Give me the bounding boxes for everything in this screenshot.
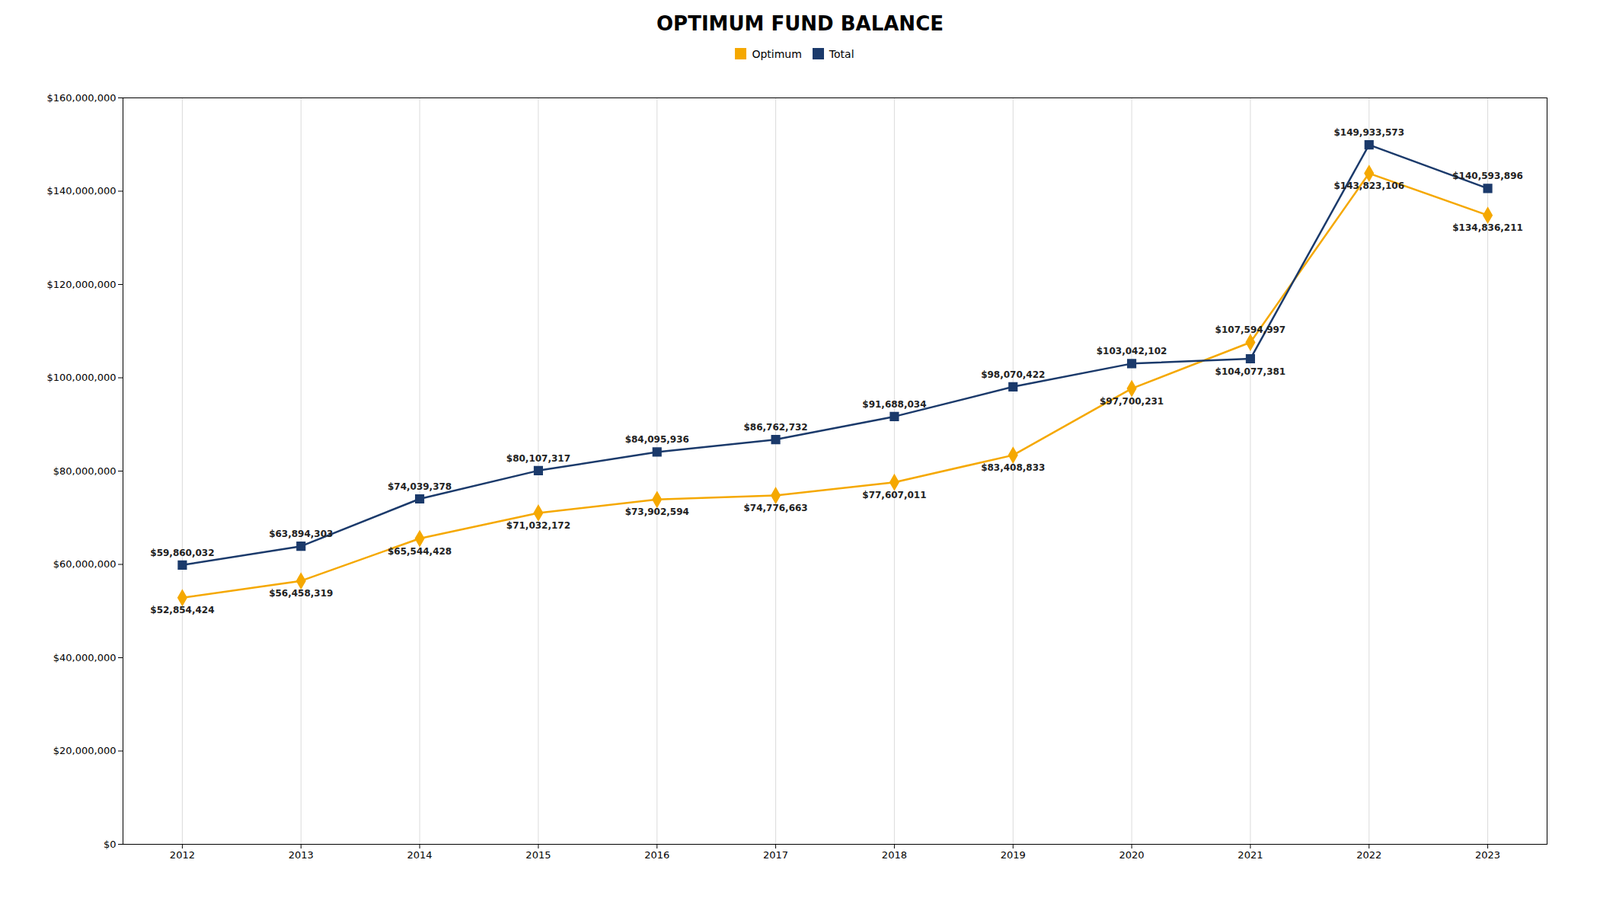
svg-text:2020: 2020 xyxy=(1118,849,1144,861)
svg-text:$80,000,000: $80,000,000 xyxy=(52,465,116,477)
svg-text:$74,039,378: $74,039,378 xyxy=(386,481,451,492)
svg-text:$120,000,000: $120,000,000 xyxy=(46,278,116,291)
svg-text:$86,762,732: $86,762,732 xyxy=(743,421,808,433)
svg-text:$77,607,011: $77,607,011 xyxy=(862,489,927,501)
svg-text:$56,458,319: $56,458,319 xyxy=(268,587,333,599)
svg-text:$71,032,172: $71,032,172 xyxy=(505,520,570,531)
svg-text:$134,836,211: $134,836,211 xyxy=(1452,222,1524,234)
html-text:OPTIMUM FUND BALANCE: OPTIMUM FUND BALANCE xyxy=(656,12,944,36)
svg-text:$160,000,000: $160,000,000 xyxy=(46,92,116,104)
svg-text:$83,408,833: $83,408,833 xyxy=(980,462,1045,473)
svg-text:$97,700,231: $97,700,231 xyxy=(1098,396,1163,407)
svg-text:$60,000,000: $60,000,000 xyxy=(52,558,116,570)
svg-text:$103,042,102: $103,042,102 xyxy=(1095,345,1167,357)
svg-text:2014: 2014 xyxy=(406,849,432,861)
svg-text:2017: 2017 xyxy=(763,849,789,861)
svg-text:2019: 2019 xyxy=(999,849,1026,861)
svg-text:2013: 2013 xyxy=(287,849,313,861)
svg-text:2016: 2016 xyxy=(644,849,670,861)
html-text:Total: Total xyxy=(829,47,855,60)
svg-text:$143,823,106: $143,823,106 xyxy=(1333,180,1405,192)
svg-text:2012: 2012 xyxy=(169,849,195,861)
svg-text:2018: 2018 xyxy=(881,849,907,861)
svg-text:$100,000,000: $100,000,000 xyxy=(46,371,116,384)
svg-text:$0: $0 xyxy=(102,838,116,850)
svg-text:$73,902,594: $73,902,594 xyxy=(624,506,689,518)
svg-text:$65,544,428: $65,544,428 xyxy=(386,546,451,557)
svg-text:$140,000,000: $140,000,000 xyxy=(46,185,116,197)
svg-text:$91,688,034: $91,688,034 xyxy=(862,399,927,410)
svg-text:2015: 2015 xyxy=(525,849,551,861)
svg-text:$84,095,936: $84,095,936 xyxy=(624,434,689,445)
svg-text:$98,070,422: $98,070,422 xyxy=(980,369,1045,381)
svg-text:2021: 2021 xyxy=(1237,849,1263,861)
svg-text:2022: 2022 xyxy=(1356,849,1382,861)
svg-text:$63,894,303: $63,894,303 xyxy=(268,528,333,540)
html-text:Optimum: Optimum xyxy=(751,47,802,60)
svg-text:$74,776,663: $74,776,663 xyxy=(743,502,808,514)
svg-text:$40,000,000: $40,000,000 xyxy=(52,651,116,664)
svg-text:$104,077,381: $104,077,381 xyxy=(1214,366,1286,377)
svg-text:$20,000,000: $20,000,000 xyxy=(52,744,116,757)
svg-text:$52,854,424: $52,854,424 xyxy=(150,604,214,616)
svg-text:$149,933,573: $149,933,573 xyxy=(1333,127,1405,138)
svg-text:2023: 2023 xyxy=(1475,849,1501,861)
svg-text:$107,594,997: $107,594,997 xyxy=(1214,324,1286,336)
svg-text:$140,593,896: $140,593,896 xyxy=(1452,170,1524,182)
svg-text:$59,860,032: $59,860,032 xyxy=(150,547,214,559)
svg-text:$80,107,317: $80,107,317 xyxy=(505,453,570,464)
